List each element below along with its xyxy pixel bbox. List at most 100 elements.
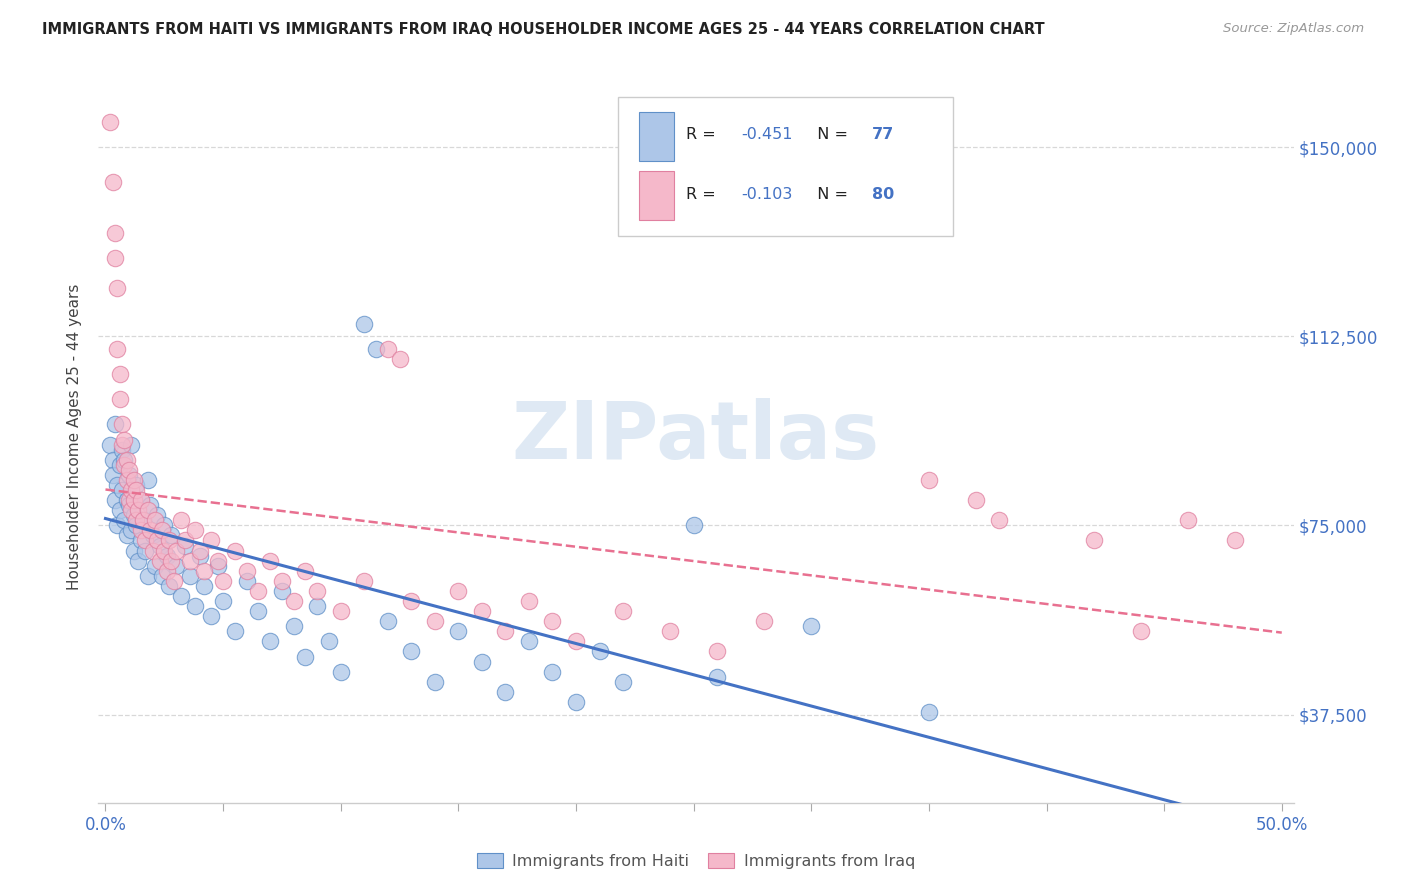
Point bbox=[146, 533, 169, 548]
Point bbox=[153, 543, 176, 558]
Point bbox=[101, 452, 124, 467]
Point bbox=[125, 513, 148, 527]
Text: N =: N = bbox=[807, 186, 853, 202]
Point bbox=[271, 574, 294, 588]
Point bbox=[104, 226, 127, 240]
Point bbox=[353, 317, 375, 331]
Point bbox=[401, 644, 423, 658]
Point bbox=[188, 543, 211, 558]
Point bbox=[112, 458, 135, 472]
Point bbox=[918, 705, 941, 719]
Text: R =: R = bbox=[686, 128, 721, 143]
Point bbox=[127, 503, 149, 517]
Point bbox=[118, 493, 141, 508]
Point bbox=[139, 524, 162, 538]
Point bbox=[447, 624, 470, 639]
Point bbox=[1177, 513, 1199, 527]
Point bbox=[150, 569, 173, 583]
Point bbox=[115, 528, 138, 542]
Text: Source: ZipAtlas.com: Source: ZipAtlas.com bbox=[1223, 22, 1364, 36]
FancyBboxPatch shape bbox=[619, 97, 953, 235]
Point bbox=[179, 569, 201, 583]
Point bbox=[120, 483, 142, 497]
Point bbox=[125, 483, 148, 497]
Text: 80: 80 bbox=[872, 186, 894, 202]
FancyBboxPatch shape bbox=[638, 112, 675, 161]
Point bbox=[565, 634, 588, 648]
Text: -0.103: -0.103 bbox=[741, 186, 793, 202]
Point bbox=[132, 513, 155, 527]
Point bbox=[139, 498, 162, 512]
Point bbox=[111, 483, 134, 497]
Point bbox=[105, 342, 128, 356]
Text: R =: R = bbox=[686, 186, 721, 202]
Point bbox=[112, 433, 135, 447]
Point bbox=[377, 614, 399, 628]
Point bbox=[754, 614, 776, 628]
Point bbox=[294, 564, 316, 578]
Text: ZIPatlas: ZIPatlas bbox=[512, 398, 880, 476]
Point bbox=[104, 417, 127, 432]
Point bbox=[101, 175, 124, 189]
Point bbox=[364, 342, 387, 356]
Point bbox=[800, 619, 823, 633]
Point bbox=[706, 670, 728, 684]
Point bbox=[918, 473, 941, 487]
Point bbox=[1129, 624, 1152, 639]
Point bbox=[105, 478, 128, 492]
Point bbox=[353, 574, 375, 588]
Point bbox=[170, 589, 193, 603]
Point bbox=[122, 473, 145, 487]
Point bbox=[377, 342, 399, 356]
Point bbox=[108, 367, 131, 381]
Point bbox=[157, 533, 180, 548]
Y-axis label: Householder Income Ages 25 - 44 years: Householder Income Ages 25 - 44 years bbox=[67, 284, 83, 591]
Point bbox=[329, 665, 352, 679]
Point bbox=[494, 624, 516, 639]
Point bbox=[122, 508, 145, 523]
Text: N =: N = bbox=[807, 128, 853, 143]
Point bbox=[165, 543, 187, 558]
Point bbox=[259, 554, 281, 568]
Point bbox=[115, 452, 138, 467]
Point bbox=[447, 583, 470, 598]
Point bbox=[129, 493, 152, 508]
Point bbox=[105, 518, 128, 533]
Point bbox=[193, 579, 215, 593]
Point bbox=[1223, 533, 1246, 548]
Point bbox=[612, 604, 634, 618]
Point bbox=[174, 539, 197, 553]
Point bbox=[224, 543, 246, 558]
Point bbox=[129, 493, 152, 508]
Point bbox=[659, 624, 682, 639]
Point bbox=[235, 564, 257, 578]
Point bbox=[401, 594, 423, 608]
Point bbox=[965, 493, 987, 508]
Point bbox=[157, 579, 180, 593]
Point bbox=[112, 513, 135, 527]
Point bbox=[184, 524, 207, 538]
Point bbox=[104, 493, 127, 508]
Point bbox=[120, 503, 142, 517]
Point bbox=[207, 554, 229, 568]
Point bbox=[682, 518, 704, 533]
Point bbox=[188, 549, 211, 563]
Point bbox=[111, 442, 134, 457]
Point bbox=[132, 513, 155, 527]
Point bbox=[122, 493, 145, 508]
Point bbox=[541, 665, 564, 679]
Point bbox=[115, 473, 138, 487]
Text: IMMIGRANTS FROM HAITI VS IMMIGRANTS FROM IRAQ HOUSEHOLDER INCOME AGES 25 - 44 YE: IMMIGRANTS FROM HAITI VS IMMIGRANTS FROM… bbox=[42, 22, 1045, 37]
Point bbox=[150, 524, 173, 538]
Point bbox=[259, 634, 281, 648]
Point bbox=[98, 115, 121, 129]
Point bbox=[179, 554, 201, 568]
Point bbox=[134, 533, 156, 548]
Point bbox=[143, 513, 166, 527]
Point bbox=[153, 518, 176, 533]
Point bbox=[141, 528, 163, 542]
Point bbox=[706, 644, 728, 658]
Point bbox=[212, 574, 235, 588]
Point bbox=[160, 554, 183, 568]
Point bbox=[163, 574, 186, 588]
